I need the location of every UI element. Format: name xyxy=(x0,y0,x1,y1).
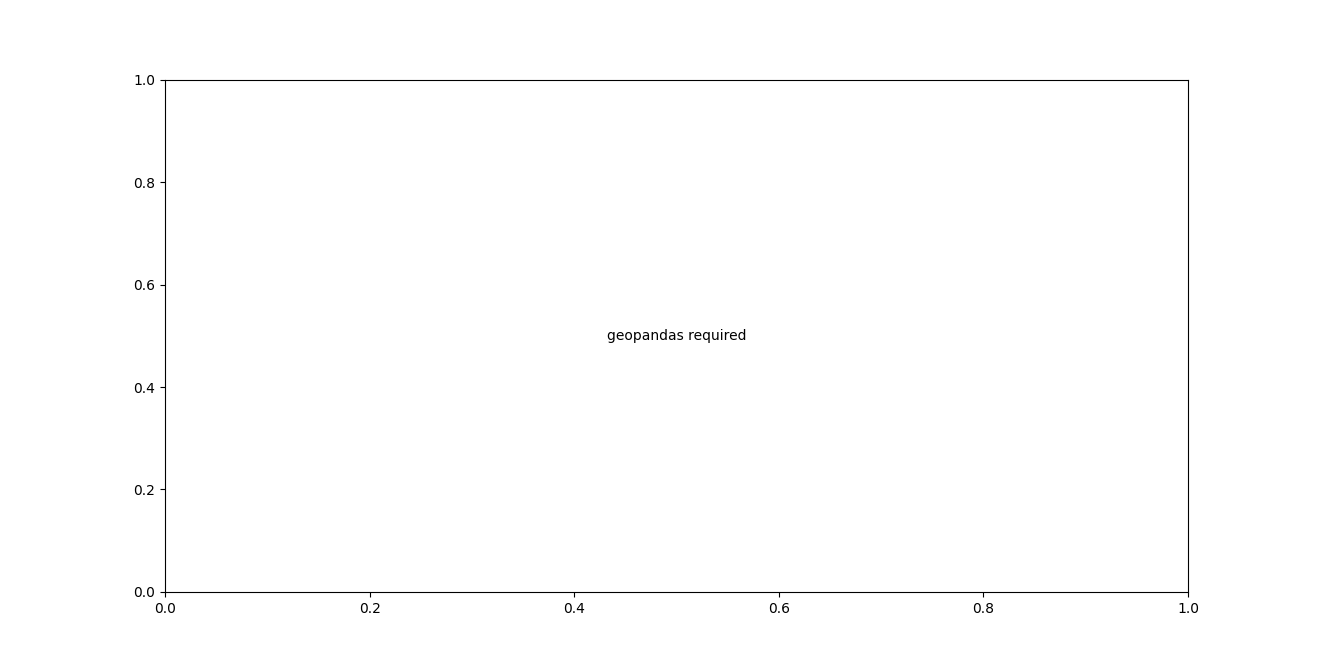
Text: geopandas required: geopandas required xyxy=(607,329,746,343)
